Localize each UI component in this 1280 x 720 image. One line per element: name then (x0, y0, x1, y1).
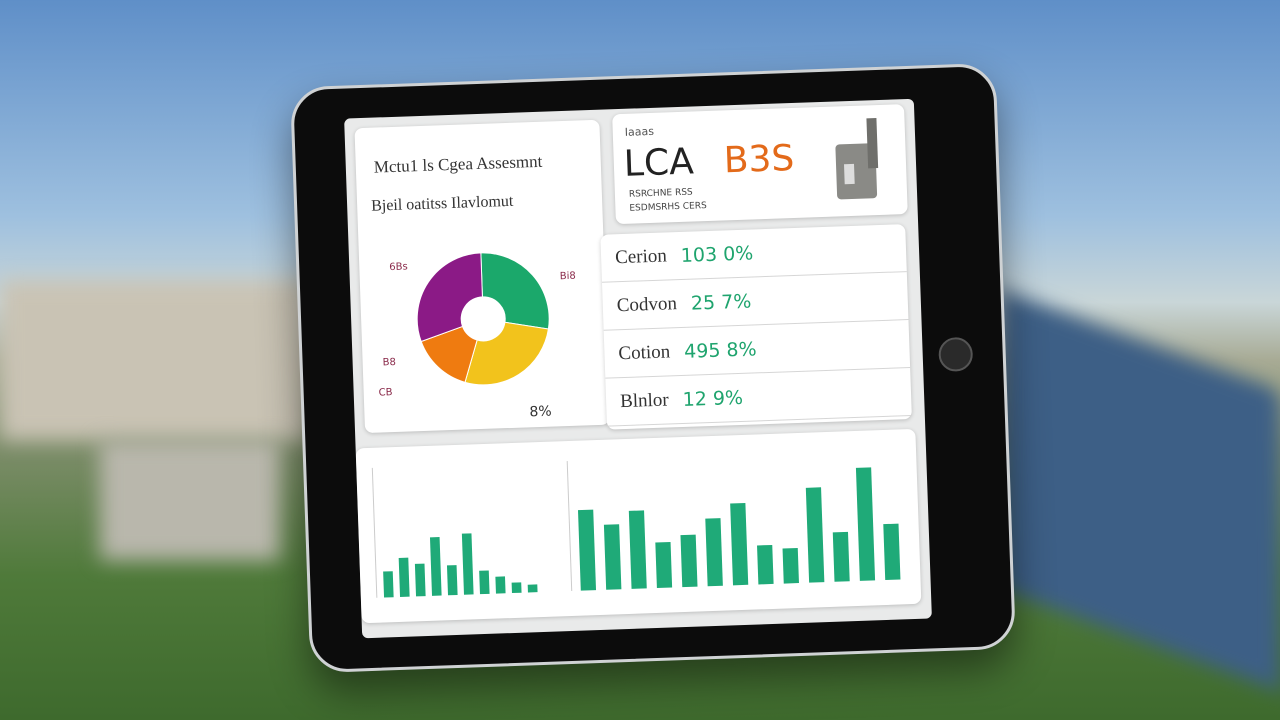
metric-label: Codvon (616, 292, 678, 316)
metric-label: Cotion (618, 340, 671, 364)
bar (577, 509, 597, 591)
screen: Mctu1 ls Cgea Assesmnt Bjeil oatitss Ila… (344, 98, 932, 639)
factory-icon (835, 118, 879, 200)
home-button[interactable] (938, 336, 974, 373)
axis-line (371, 467, 378, 598)
panel-subtitle: Bjeil oatitss Ilavlomut (370, 192, 514, 215)
donut-slice (480, 252, 550, 330)
metric-row: Blnlor 12 9% (605, 368, 912, 427)
brand-card: Iaaas LCA B3S RSRCHNE RSS ESDMSRHS CERS (612, 104, 908, 225)
bar (680, 534, 698, 588)
bar (383, 571, 394, 598)
metric-value: 12 9% (682, 386, 744, 411)
icon-body (835, 143, 878, 200)
pie-panel: Mctu1 ls Cgea Assesmnt Bjeil oatitss Ila… (354, 119, 610, 434)
metric-label: Cerion (614, 244, 668, 268)
metrics-list: Cerion 103 0% Codvon 25 7% Cotion 495 8% Blnlo… (600, 224, 912, 430)
panel-title: Mctu1 ls Cgea Assesmnt (373, 151, 543, 177)
bar (805, 487, 825, 583)
solar-panel (1000, 289, 1280, 691)
bar (855, 467, 876, 581)
brand-code: B3S (723, 137, 795, 182)
bar (603, 524, 622, 590)
bar (414, 563, 426, 597)
bar (655, 541, 673, 588)
icon-chimney (866, 118, 879, 169)
bar-chart (371, 467, 538, 598)
bar (461, 533, 474, 595)
icon-window (844, 163, 855, 185)
donut-slice (416, 252, 483, 343)
bar (757, 544, 774, 585)
metric-value: 25 7% (690, 290, 752, 315)
bar (446, 565, 458, 596)
donut-slice (464, 321, 549, 386)
tablet: Mctu1 ls Cgea Assesmnt Bjeil oatitss Ila… (289, 62, 1017, 674)
bar (495, 576, 506, 594)
donut-chart (416, 252, 550, 386)
bar (730, 502, 749, 586)
bar (527, 584, 538, 593)
bar (705, 518, 723, 587)
bar (479, 570, 490, 595)
metric-value: 103 0% (680, 241, 754, 267)
bar (782, 547, 799, 584)
bar (628, 510, 647, 589)
bar (883, 523, 901, 581)
building (0, 280, 310, 440)
bar (429, 537, 442, 596)
brand-kicker: Iaaas (624, 124, 655, 139)
metric-label: Blnlor (619, 388, 670, 412)
bar-chart (566, 461, 901, 591)
bar (398, 557, 410, 597)
brand-line: ESDMSRHS CERS (629, 201, 707, 214)
bar (832, 531, 850, 582)
metric-value: 495 8% (683, 337, 757, 363)
brand-line: RSRCHNE RSS (628, 187, 693, 200)
axis-line (566, 461, 573, 591)
brand-name: LCA (623, 141, 695, 185)
bar-panel (355, 428, 922, 624)
bar (511, 582, 522, 594)
building (100, 440, 280, 560)
